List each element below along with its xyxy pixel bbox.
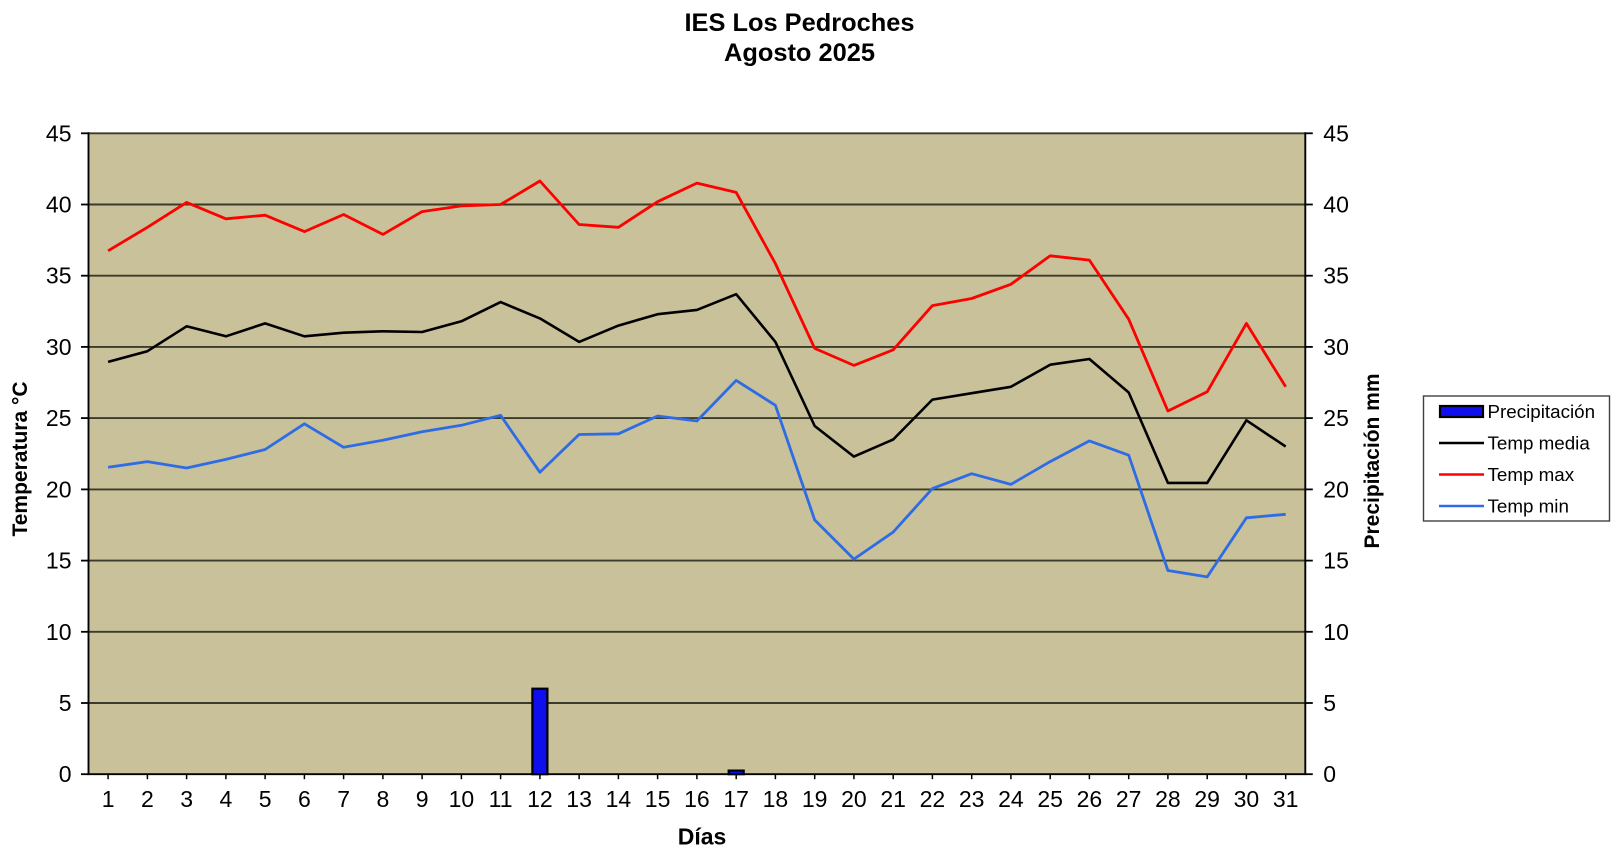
svg-text:35: 35	[1323, 263, 1349, 289]
svg-text:20: 20	[841, 786, 867, 812]
svg-text:15: 15	[1323, 548, 1349, 574]
svg-text:30: 30	[1323, 334, 1349, 360]
svg-text:30: 30	[1234, 786, 1260, 812]
svg-text:23: 23	[959, 786, 985, 812]
svg-text:25: 25	[1323, 405, 1349, 431]
svg-text:21: 21	[880, 786, 906, 812]
svg-text:10: 10	[46, 619, 72, 645]
svg-text:3: 3	[180, 786, 193, 812]
svg-text:5: 5	[59, 690, 72, 716]
svg-text:Temp max: Temp max	[1488, 464, 1575, 485]
svg-text:27: 27	[1116, 786, 1142, 812]
svg-text:19: 19	[802, 786, 828, 812]
svg-text:5: 5	[259, 786, 272, 812]
svg-text:Agosto 2025: Agosto 2025	[724, 39, 875, 67]
svg-text:14: 14	[606, 786, 632, 812]
svg-text:25: 25	[46, 405, 72, 431]
svg-text:18: 18	[763, 786, 789, 812]
svg-text:2: 2	[141, 786, 154, 812]
svg-text:45: 45	[46, 120, 72, 146]
svg-text:29: 29	[1194, 786, 1220, 812]
svg-text:15: 15	[46, 548, 72, 574]
svg-text:45: 45	[1323, 120, 1349, 146]
svg-text:1: 1	[102, 786, 115, 812]
svg-text:11: 11	[489, 786, 513, 812]
svg-text:0: 0	[1323, 761, 1336, 787]
svg-text:Temp media: Temp media	[1488, 433, 1591, 454]
svg-text:35: 35	[46, 263, 72, 289]
svg-text:6: 6	[298, 786, 311, 812]
svg-text:25: 25	[1037, 786, 1063, 812]
svg-text:30: 30	[46, 334, 72, 360]
svg-text:20: 20	[1323, 476, 1349, 502]
svg-text:4: 4	[220, 786, 233, 812]
svg-text:31: 31	[1273, 786, 1299, 812]
svg-text:20: 20	[46, 476, 72, 502]
svg-text:40: 40	[46, 192, 72, 218]
svg-text:IES Los Pedroches: IES Los Pedroches	[684, 9, 914, 37]
svg-text:17: 17	[723, 786, 749, 812]
svg-text:5: 5	[1323, 690, 1336, 716]
svg-text:Temp min: Temp min	[1488, 496, 1569, 517]
svg-text:Días: Días	[678, 824, 727, 850]
svg-text:26: 26	[1077, 786, 1103, 812]
svg-text:Temperatura °C: Temperatura °C	[9, 381, 32, 536]
svg-text:24: 24	[998, 786, 1024, 812]
svg-text:7: 7	[337, 786, 350, 812]
svg-text:Precipitación: Precipitación	[1488, 401, 1596, 422]
svg-text:10: 10	[449, 786, 475, 812]
svg-text:40: 40	[1323, 192, 1349, 218]
svg-text:13: 13	[566, 786, 592, 812]
svg-text:12: 12	[527, 786, 553, 812]
svg-text:0: 0	[59, 761, 72, 787]
svg-text:9: 9	[416, 786, 429, 812]
svg-text:22: 22	[920, 786, 946, 812]
svg-text:15: 15	[645, 786, 671, 812]
svg-text:8: 8	[377, 786, 390, 812]
svg-text:Precipitación mm: Precipitación mm	[1361, 373, 1384, 548]
svg-text:28: 28	[1155, 786, 1181, 812]
svg-text:10: 10	[1323, 619, 1349, 645]
svg-text:16: 16	[684, 786, 710, 812]
